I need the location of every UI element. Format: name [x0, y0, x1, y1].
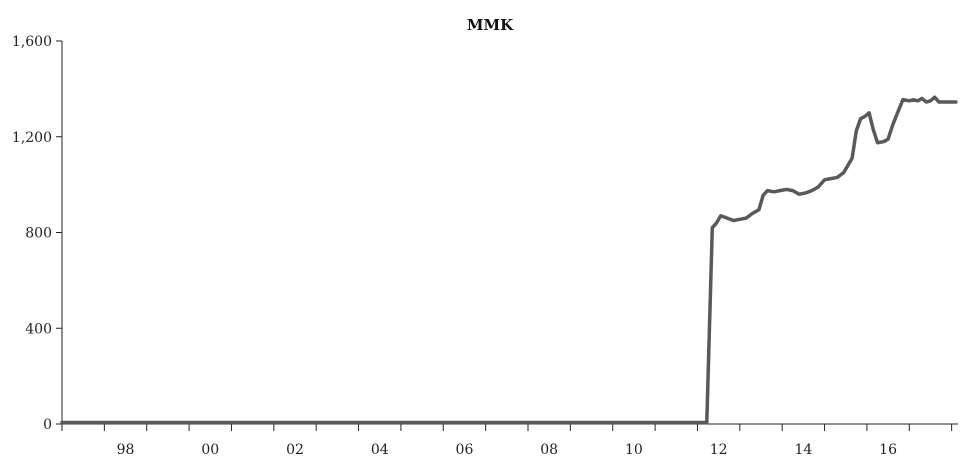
x-tick-label: 98: [117, 442, 135, 458]
series-line-1: [60, 95, 958, 425]
x-tick-label: 14: [794, 442, 812, 458]
chart-title: MMK: [467, 16, 514, 34]
y-tick-label: 1,200: [12, 130, 52, 146]
x-tick-label: 00: [201, 442, 219, 458]
x-tick-label: 06: [456, 442, 474, 458]
x-tick-label: 10: [625, 442, 643, 458]
x-tick-label: 16: [879, 442, 897, 458]
y-tick-label: 400: [25, 321, 52, 337]
series-group: [60, 95, 958, 425]
y-tick-label: 1,600: [12, 34, 52, 50]
x-tick-label: 12: [710, 442, 728, 458]
y-tick-label: 0: [43, 417, 52, 433]
x-tick-label: 02: [286, 442, 304, 458]
x-tick-label: 08: [540, 442, 558, 458]
y-axis: 0 400 800 1,200 1,600: [12, 34, 63, 433]
y-tick-label: 800: [25, 226, 52, 242]
x-tick-label: 04: [371, 442, 389, 458]
x-axis: 98 00 02 04 06 08 10 12 14 16: [61, 423, 958, 458]
